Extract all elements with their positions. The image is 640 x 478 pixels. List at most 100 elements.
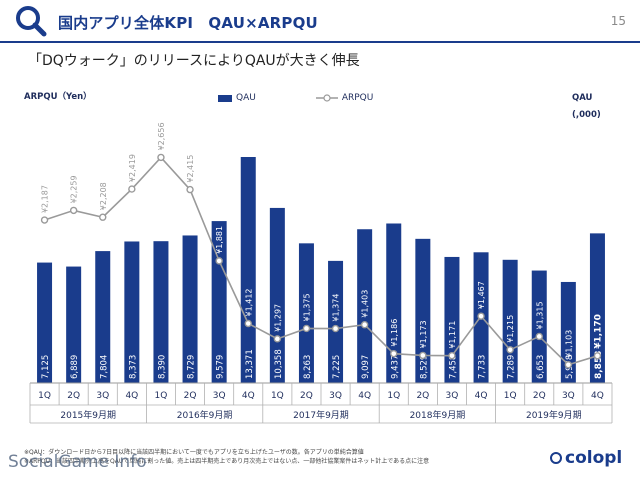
qau-bar-label: 9,097 [361,355,371,379]
arpqu-point-label: ¥1,412 [244,288,253,316]
arpqu-point [128,185,136,193]
qau-bar [37,262,53,383]
arpqu-point-label: ¥2,419 [128,154,137,182]
arpqu-point-label: ¥1,215 [506,315,515,343]
quarter-tick-label: 3Q [446,391,459,401]
company-logo: colopl [550,448,622,468]
qau-bar [298,243,314,383]
page-number: 15 [610,14,626,28]
quarter-tick-label: 2Q [300,391,313,401]
slide-header: 国内アプリ全体KPI QAU×ARPQU 15 [0,0,640,42]
qau-bar [269,207,285,383]
qau-bar-label: 13,371 [245,349,255,379]
arpqu-point [40,216,49,224]
right-axis-label-line1: QAU [572,93,593,103]
quarter-tick-label: 2Q [184,391,197,401]
quarter-tick-label: 3Q [329,391,342,401]
arpqu-point-label: ¥1,103 [564,330,573,358]
arpqu-point [506,346,514,354]
arpqu-point [99,213,107,221]
arpqu-point [302,324,311,333]
magnifier-icon [16,6,47,37]
arpqu-point-label: ¥1,171 [448,321,457,349]
arpqu-point [535,332,543,341]
qau-bar [124,241,140,383]
quarter-tick-label: 4Q [591,391,604,401]
arpqu-point-label: ¥1,467 [477,281,486,309]
qau-bar-label: 7,733 [478,355,488,379]
quarter-tick-label: 1Q [155,391,168,401]
qau-bar-label: 8,729 [187,355,197,379]
quarter-tick-label: 2Q [416,391,429,401]
arpqu-point [419,351,427,360]
logo-text: colopl [565,448,623,468]
arpqu-point [186,185,194,194]
arpqu-point-label: ¥1,375 [302,293,311,321]
slide-title: 国内アプリ全体KPI QAU×ARPQU [58,14,318,32]
arpqu-point [331,324,340,333]
qau-bar [66,266,82,383]
arpqu-point-label: ¥2,208 [99,182,108,210]
qau-bar [531,270,547,383]
arpqu-point [157,153,165,162]
arpqu-point-label: ¥1,374 [332,294,341,322]
quarter-tick-label: 1Q [504,391,517,401]
fiscal-year-label: 2017年9月期 [293,409,349,421]
arpqu-point-label: ¥1,173 [419,320,428,348]
qau-bar [240,157,256,383]
quarter-tick-label: 2Q [533,391,546,401]
legend-label-qau: QAU [236,93,256,103]
qau-bar-label: 8,390 [157,355,167,379]
qau-bar [211,221,227,383]
fiscal-year-label: 2015年9月期 [60,409,116,421]
fiscal-year-label: 2018年9月期 [410,409,466,421]
qau-bar [386,223,402,383]
qau-bar-label: 6,653 [536,355,546,379]
quarter-tick-label: 3Q [96,391,109,401]
arpqu-point [69,206,78,215]
qau-bar-label: 7,125 [41,355,51,379]
arpqu-point-label: ¥2,656 [157,122,166,150]
legend-swatch-qau [218,94,232,102]
quarter-tick-label: 4Q [125,391,138,401]
qau-bar [182,235,198,383]
arpqu-point-label: ¥1,186 [390,319,399,347]
chart-legend: QAU ARPQU [218,93,373,103]
slide-subtitle: 「DQウォーク」のリリースによりQAUが大きく伸長 [28,53,360,69]
quarter-tick-label: 1Q [271,391,284,401]
arpqu-point [215,257,223,265]
qau-bar-label: 10,358 [274,349,284,379]
qau-bar-label: 9,579 [216,355,226,379]
arpqu-point [564,361,573,369]
watermark: SocialGame Info [8,452,147,472]
legend-swatch-arpqu [315,94,338,102]
qau-bar-label: 8,263 [303,355,313,379]
fiscal-year-label: 2016年9月期 [177,409,233,421]
logo-mark-icon [550,452,562,464]
right-axis-label-line2: (,000) [572,110,601,120]
arpqu-point-label: ¥1,170 [593,314,603,349]
footnote-qau: ※QAU：ダウンロード日から7日目以降に当該四半期において一度でもアプリを立ち上… [24,449,364,456]
arpqu-line [44,156,598,366]
qau-bar-label: 6,889 [70,355,80,379]
arpqu-point [273,335,282,343]
qau-bar-label: 7,289 [507,355,517,379]
arpqu-point-label: ¥2,259 [70,175,79,203]
qau-bar [560,281,576,383]
qau-bar [328,260,344,383]
quarter-tick-label: 4Q [358,391,371,401]
arpqu-point-label: ¥1,881 [215,226,224,254]
quarter-tick-label: 4Q [242,391,255,401]
quarter-tick-label: 3Q [213,391,226,401]
arpqu-point-label: ¥2,187 [41,185,50,213]
qau-bar-label: 8,529 [419,355,429,379]
qau-bar-label: 8,373 [128,355,138,379]
arpqu-point [360,320,369,329]
arpqu-point-label: ¥1,297 [273,304,282,332]
arpqu-point [244,319,252,328]
qau-bar-label: 7,225 [332,355,342,379]
qau-bar-label: 9,437 [390,355,400,379]
quarter-tick-label: 3Q [562,391,575,401]
qau-bar-label: 7,458 [448,355,458,379]
